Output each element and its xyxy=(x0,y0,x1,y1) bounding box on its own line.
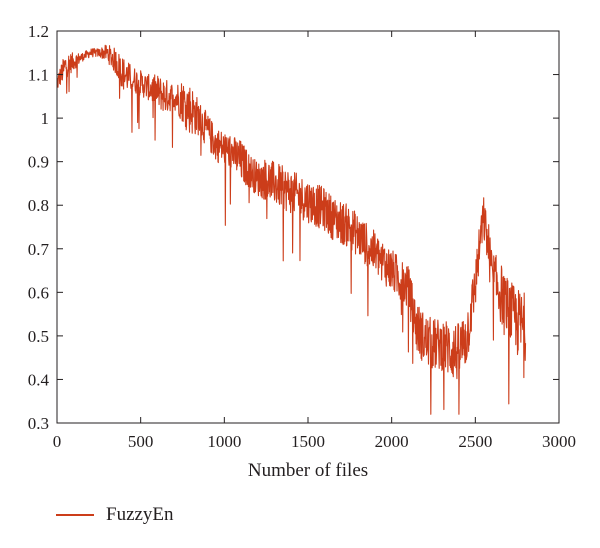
x-tick-label: 2500 xyxy=(458,432,492,451)
y-tick-label: 0.4 xyxy=(28,370,50,389)
series-layer xyxy=(56,44,527,415)
y-tick-label: 1 xyxy=(41,109,50,128)
y-tick-label: 0.8 xyxy=(28,196,49,215)
y-tick-label: 0.5 xyxy=(28,327,49,346)
legend: FuzzyEn xyxy=(56,504,174,526)
legend-label: FuzzyEn xyxy=(106,504,174,525)
y-tick-label: 0.7 xyxy=(28,240,50,259)
x-tick-label: 0 xyxy=(53,432,62,451)
x-tick-label: 1000 xyxy=(207,432,241,451)
y-tick-label: 0.6 xyxy=(28,283,49,302)
x-tick-label: 2000 xyxy=(375,432,409,451)
x-tick-label: 3000 xyxy=(542,432,576,451)
y-tick-label: 1.2 xyxy=(28,22,49,41)
series-line-fuzzyen xyxy=(56,44,527,415)
y-tick-label: 1.1 xyxy=(28,66,49,85)
x-tick-label: 500 xyxy=(128,432,154,451)
y-tick-label: 0.3 xyxy=(28,414,49,433)
ticks-layer: 0 500 1000 1500 2000 2500 3000 0.3 0.4 0.5 0.6 0.7 0… xyxy=(28,22,576,451)
legend-line-swatch xyxy=(56,514,94,516)
x-axis-title: Number of files xyxy=(248,460,368,481)
x-tick-label: 1500 xyxy=(291,432,325,451)
y-tick-label: 0.9 xyxy=(28,153,49,172)
